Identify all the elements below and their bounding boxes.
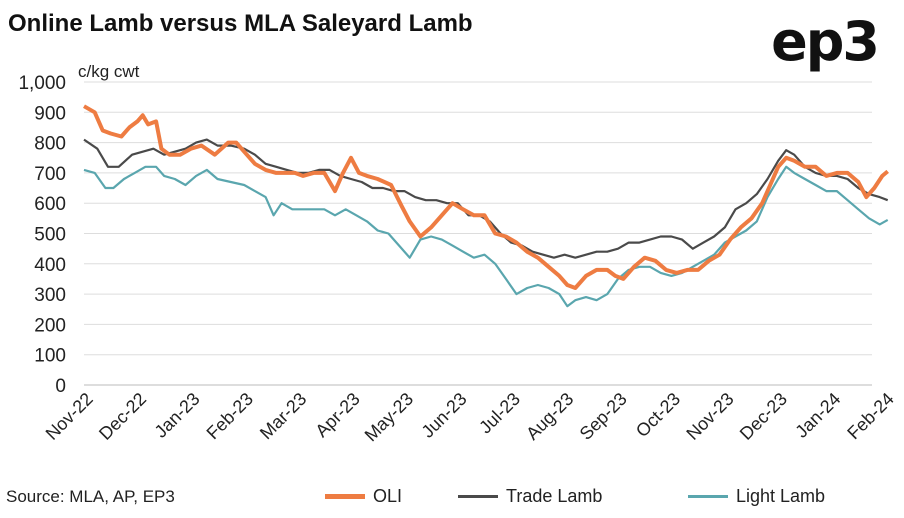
- y-tick-label: 900: [34, 103, 66, 124]
- y-tick-label: 200: [34, 315, 66, 336]
- y-tick-label: 300: [34, 285, 66, 306]
- legend-item-trade-lamb: Trade Lamb: [458, 485, 602, 507]
- x-tick-label: Feb-23: [203, 389, 257, 443]
- x-tick-label: Nov-23: [682, 389, 737, 444]
- legend-item-oli: OLI: [325, 485, 402, 507]
- x-tick-label: Jun-23: [418, 389, 471, 442]
- x-tick-label: Oct-23: [632, 389, 684, 441]
- x-tick-label: Jan-23: [151, 389, 204, 442]
- series-line-light-lamb: [83, 165, 889, 308]
- legend-label-light-lamb: Light Lamb: [736, 485, 826, 506]
- x-tick-label: Nov-22: [42, 389, 97, 444]
- y-tick-label: 0: [55, 376, 66, 397]
- legend-swatch-light-lamb: [688, 494, 728, 498]
- legend-label-trade-lamb: Trade Lamb: [506, 485, 603, 506]
- x-tick-label: Jan-24: [791, 389, 844, 442]
- y-tick-label: 700: [34, 164, 66, 185]
- source-note: Source: MLA, AP, EP3: [6, 487, 175, 506]
- y-tick-label: 800: [34, 134, 66, 155]
- y-axis-unit-label: c/kg cwt: [78, 62, 140, 81]
- x-tick-label: Aug-23: [522, 389, 577, 444]
- x-tick-label: Sep-23: [576, 389, 631, 444]
- legend-item-light-lamb: Light Lamb: [688, 485, 825, 507]
- y-tick-label: 600: [34, 194, 66, 215]
- y-tick-label: 1,000: [18, 73, 66, 94]
- x-tick-label: Jul-23: [475, 389, 524, 438]
- x-tick-label: May-23: [361, 389, 418, 446]
- x-tick-label: Apr-23: [311, 389, 363, 441]
- gridlines: [84, 81, 872, 386]
- legend-swatch-trade-lamb: [458, 494, 498, 498]
- y-tick-label: 400: [34, 255, 66, 276]
- chart-title: Online Lamb versus MLA Saleyard Lamb: [8, 10, 473, 37]
- x-tick-label: Dec-22: [95, 389, 150, 444]
- legend-label-oli: OLI: [373, 485, 403, 506]
- legend-swatch-oli: [325, 493, 365, 499]
- x-tick-label: Mar-23: [256, 389, 310, 443]
- x-tick-label: Feb-24: [843, 389, 897, 443]
- y-tick-label: 500: [34, 225, 66, 246]
- series-lines: [83, 104, 889, 308]
- x-tick-label: Dec-23: [736, 389, 791, 444]
- series-line-oli: [83, 104, 889, 290]
- y-tick-label: 100: [34, 346, 66, 367]
- ep3-logo: ep3: [771, 10, 880, 73]
- y-axis-ticks: 1,000 900 800 700 600 500 400 300 200 100 0: [18, 73, 66, 397]
